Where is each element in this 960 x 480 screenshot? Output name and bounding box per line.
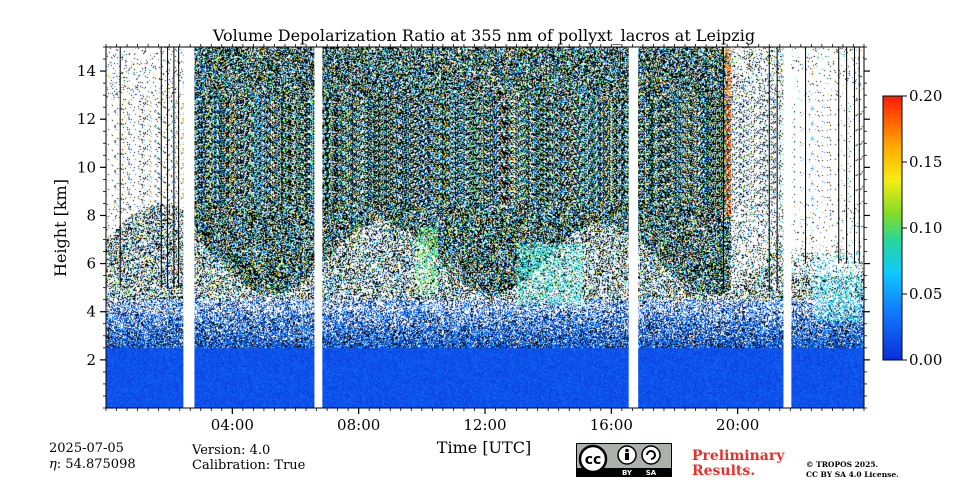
x-axis-label: Time [UTC] [437, 438, 531, 457]
cc-logo-text: cc [585, 452, 602, 468]
plot-area [105, 46, 865, 409]
sa-label: SA [646, 469, 657, 476]
x-tick-label: 16:00 [590, 416, 633, 434]
x-axis: 04:00 08:00 12:00 16:00 20:00 [105, 44, 865, 434]
colorbar-tick-label: 0.10 [909, 219, 942, 237]
preliminary-results-note: Preliminary Results. [692, 449, 784, 479]
x-tick-label: 12:00 [463, 416, 506, 434]
colorbar-gradient [882, 95, 903, 361]
y-tick-label: 6 [86, 255, 96, 273]
x-tick-label: 04:00 [211, 416, 254, 434]
footer-calibration: Calibration: True [192, 458, 306, 473]
colorbar-tick-label: 0.15 [909, 153, 942, 171]
y-axis: 2 4 6 8 10 12 14 [77, 46, 870, 409]
copyright-line-2: CC BY SA 4.0 License. [806, 470, 899, 479]
y-tick-label: 10 [77, 158, 96, 176]
colorbar-tick-label: 0.00 [909, 351, 942, 369]
share-alike-icon [641, 445, 661, 465]
data-gap [314, 47, 323, 408]
x-tick-label: 08:00 [337, 416, 380, 434]
by-label: BY [622, 469, 633, 476]
y-tick-label: 2 [86, 351, 96, 369]
chart-title: Volume Depolarization Ratio at 355 nm of… [212, 26, 755, 45]
cc-by-sa-license-badge: cc BY SA [576, 443, 672, 477]
footer-date: 2025-07-05 [49, 441, 124, 456]
y-tick-label: 4 [86, 303, 96, 321]
colorbar-ticks: 0.00 0.05 0.10 0.15 0.20 [902, 87, 942, 369]
eta-symbol: η [49, 457, 57, 472]
y-axis-label: Height [km] [51, 179, 70, 277]
colorbar-tick-label: 0.20 [909, 87, 942, 105]
cc-logo-icon [578, 444, 608, 474]
colorbar-tick-label: 0.05 [909, 285, 942, 303]
data-gap [783, 47, 792, 408]
footer-eta: η: 54.875098 [49, 457, 136, 473]
data-gap [628, 47, 639, 408]
x-tick-label: 20:00 [716, 416, 759, 434]
heatmap-image [106, 47, 864, 408]
data-gaps [183, 47, 792, 408]
preliminary-line-2: Results. [692, 463, 756, 479]
colorbar: 0.00 0.05 0.10 0.15 0.20 [882, 87, 942, 369]
copyright-note: © TROPOS 2025. CC BY SA 4.0 License. [806, 460, 899, 480]
footer-version: Version: 4.0 [192, 443, 271, 458]
y-tick-label: 8 [86, 206, 96, 224]
preliminary-line-1: Preliminary [692, 448, 785, 464]
y-tick-label: 14 [77, 62, 96, 80]
y-tick-label: 12 [77, 110, 96, 128]
copyright-line-1: © TROPOS 2025. [806, 460, 879, 469]
profile-lines [119, 47, 860, 288]
data-gap [183, 47, 195, 408]
eta-value: : 54.875098 [56, 457, 136, 472]
